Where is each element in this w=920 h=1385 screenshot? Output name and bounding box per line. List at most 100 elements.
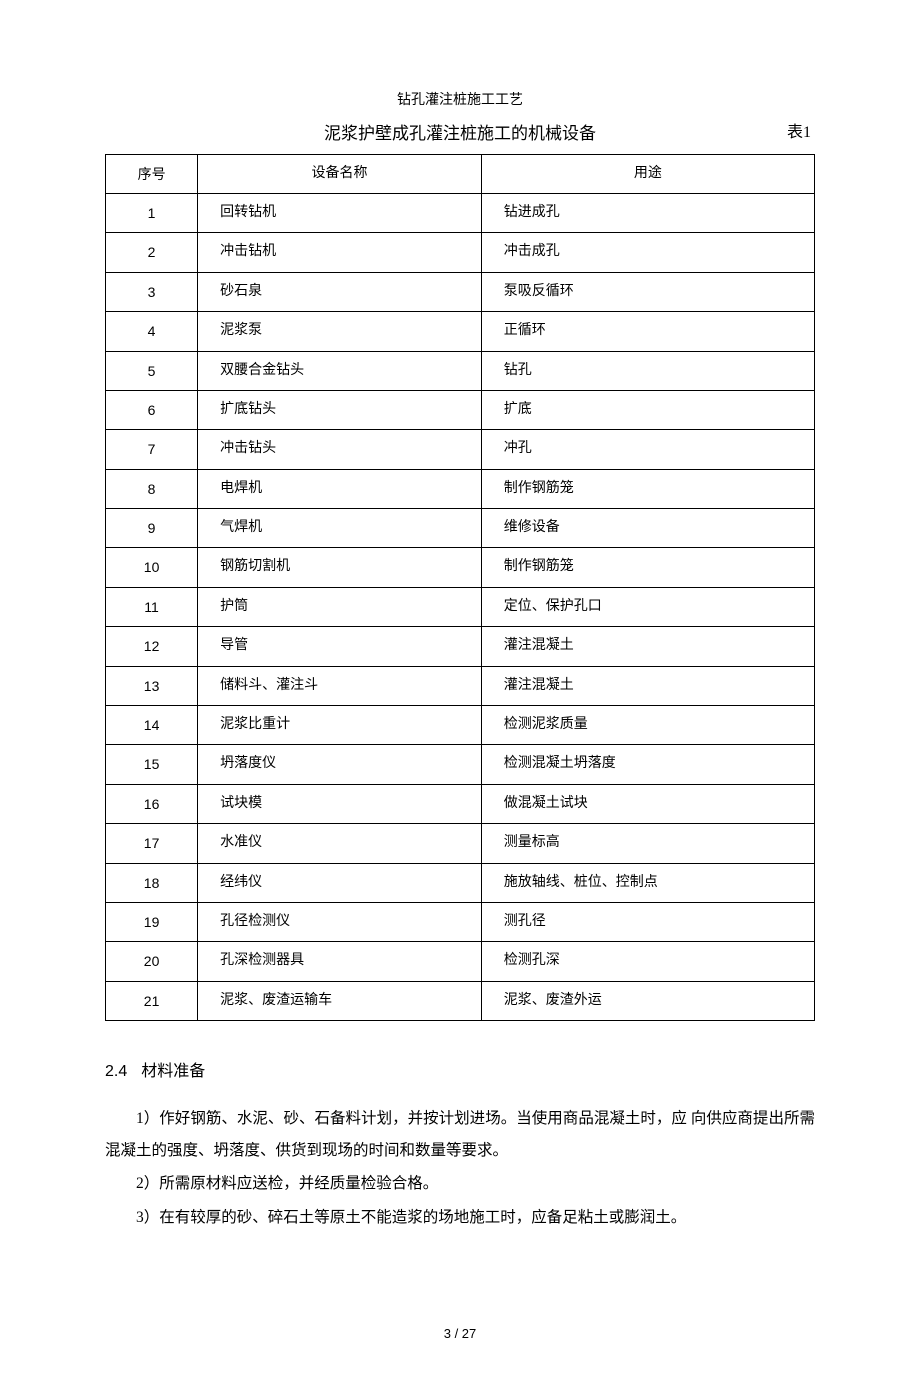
cell-use: 施放轴线、桩位、控制点 [481,863,814,902]
table-row: 10钢筋切割机制作钢筋笼 [106,548,815,587]
cell-name: 冲击钻头 [198,430,482,469]
table-row: 4泥浆泵正循环 [106,312,815,351]
cell-use: 测量标高 [481,824,814,863]
cell-seq: 8 [106,469,198,508]
cell-name: 冲击钻机 [198,233,482,272]
table-caption-row: 泥浆护壁成孔灌注桩施工的机械设备 表1 [105,120,815,147]
cell-seq: 13 [106,666,198,705]
cell-name: 护筒 [198,587,482,626]
table-row: 20孔深检测器具检测孔深 [106,942,815,981]
cell-seq: 15 [106,745,198,784]
cell-use: 正循环 [481,312,814,351]
table-row: 19孔径检测仪测孔径 [106,903,815,942]
cell-seq: 14 [106,706,198,745]
cell-use: 灌注混凝土 [481,666,814,705]
section-heading: 2.4 材料准备 [105,1059,815,1085]
cell-seq: 5 [106,351,198,390]
page-footer: 3 / 27 [105,1324,815,1345]
table-row: 12导管灌注混凝土 [106,627,815,666]
table-row: 11护筒定位、保护孔口 [106,587,815,626]
cell-seq: 9 [106,509,198,548]
cell-use: 检测孔深 [481,942,814,981]
cell-use: 灌注混凝土 [481,627,814,666]
cell-name: 气焊机 [198,509,482,548]
cell-name: 钢筋切割机 [198,548,482,587]
cell-name: 储料斗、灌注斗 [198,666,482,705]
cell-name: 电焊机 [198,469,482,508]
cell-use: 泵吸反循环 [481,272,814,311]
cell-use: 制作钢筋笼 [481,469,814,508]
cell-seq: 1 [106,193,198,232]
table-row: 6扩底钻头扩底 [106,390,815,429]
paragraph: 2）所需原材料应送检，并经质量检验合格。 [105,1168,815,1200]
equipment-table: 序号 设备名称 用途 1回转钻机钻进成孔2冲击钻机冲击成孔3砂石泉泵吸反循环4泥… [105,154,815,1022]
cell-name: 扩底钻头 [198,390,482,429]
cell-name: 孔深检测器具 [198,942,482,981]
cell-name: 双腰合金钻头 [198,351,482,390]
cell-seq: 3 [106,272,198,311]
cell-use: 制作钢筋笼 [481,548,814,587]
table-row: 5双腰合金钻头钻孔 [106,351,815,390]
cell-seq: 16 [106,784,198,823]
cell-use: 泥浆、废渣外运 [481,981,814,1020]
cell-use: 扩底 [481,390,814,429]
cell-name: 水准仪 [198,824,482,863]
cell-use: 定位、保护孔口 [481,587,814,626]
cell-name: 泥浆比重计 [198,706,482,745]
section-number: 2.4 [105,1063,127,1080]
table-row: 9气焊机维修设备 [106,509,815,548]
cell-use: 测孔径 [481,903,814,942]
cell-seq: 18 [106,863,198,902]
cell-use: 检测混凝土坍落度 [481,745,814,784]
cell-name: 泥浆、废渣运输车 [198,981,482,1020]
col-header-seq: 序号 [106,154,198,193]
table-row: 21泥浆、废渣运输车泥浆、废渣外运 [106,981,815,1020]
cell-seq: 21 [106,981,198,1020]
doc-title: 钻孔灌注桩施工工艺 [105,90,815,112]
table-number: 表1 [787,120,811,146]
cell-use: 检测泥浆质量 [481,706,814,745]
cell-seq: 6 [106,390,198,429]
cell-use: 冲击成孔 [481,233,814,272]
table-row: 7冲击钻头冲孔 [106,430,815,469]
table-row: 15坍落度仪检测混凝土坍落度 [106,745,815,784]
table-row: 17水准仪测量标高 [106,824,815,863]
cell-seq: 17 [106,824,198,863]
cell-seq: 10 [106,548,198,587]
table-row: 2冲击钻机冲击成孔 [106,233,815,272]
cell-use: 冲孔 [481,430,814,469]
cell-seq: 20 [106,942,198,981]
cell-seq: 7 [106,430,198,469]
table-header-row: 序号 设备名称 用途 [106,154,815,193]
cell-seq: 12 [106,627,198,666]
cell-seq: 2 [106,233,198,272]
section-body: 1）作好钢筋、水泥、砂、石备料计划，并按计划进场。当使用商品混凝土时，应 向供应… [105,1103,815,1234]
cell-use: 钻进成孔 [481,193,814,232]
col-header-name: 设备名称 [198,154,482,193]
table-row: 3砂石泉泵吸反循环 [106,272,815,311]
section-title: 材料准备 [141,1063,205,1080]
table-row: 14泥浆比重计检测泥浆质量 [106,706,815,745]
cell-seq: 19 [106,903,198,942]
paragraph: 1）作好钢筋、水泥、砂、石备料计划，并按计划进场。当使用商品混凝土时，应 向供应… [105,1103,815,1167]
cell-use: 做混凝土试块 [481,784,814,823]
paragraph: 3）在有较厚的砂、碎石土等原土不能造浆的场地施工时，应备足粘土或膨润土。 [105,1202,815,1234]
cell-name: 孔径检测仪 [198,903,482,942]
cell-use: 维修设备 [481,509,814,548]
cell-name: 泥浆泵 [198,312,482,351]
cell-name: 砂石泉 [198,272,482,311]
cell-name: 回转钻机 [198,193,482,232]
cell-seq: 11 [106,587,198,626]
table-row: 16试块模做混凝土试块 [106,784,815,823]
cell-name: 试块模 [198,784,482,823]
table-caption: 泥浆护壁成孔灌注桩施工的机械设备 [324,120,596,147]
cell-name: 经纬仪 [198,863,482,902]
table-row: 18经纬仪施放轴线、桩位、控制点 [106,863,815,902]
cell-name: 导管 [198,627,482,666]
cell-seq: 4 [106,312,198,351]
table-row: 8电焊机制作钢筋笼 [106,469,815,508]
table-row: 13储料斗、灌注斗灌注混凝土 [106,666,815,705]
cell-name: 坍落度仪 [198,745,482,784]
cell-use: 钻孔 [481,351,814,390]
table-row: 1回转钻机钻进成孔 [106,193,815,232]
